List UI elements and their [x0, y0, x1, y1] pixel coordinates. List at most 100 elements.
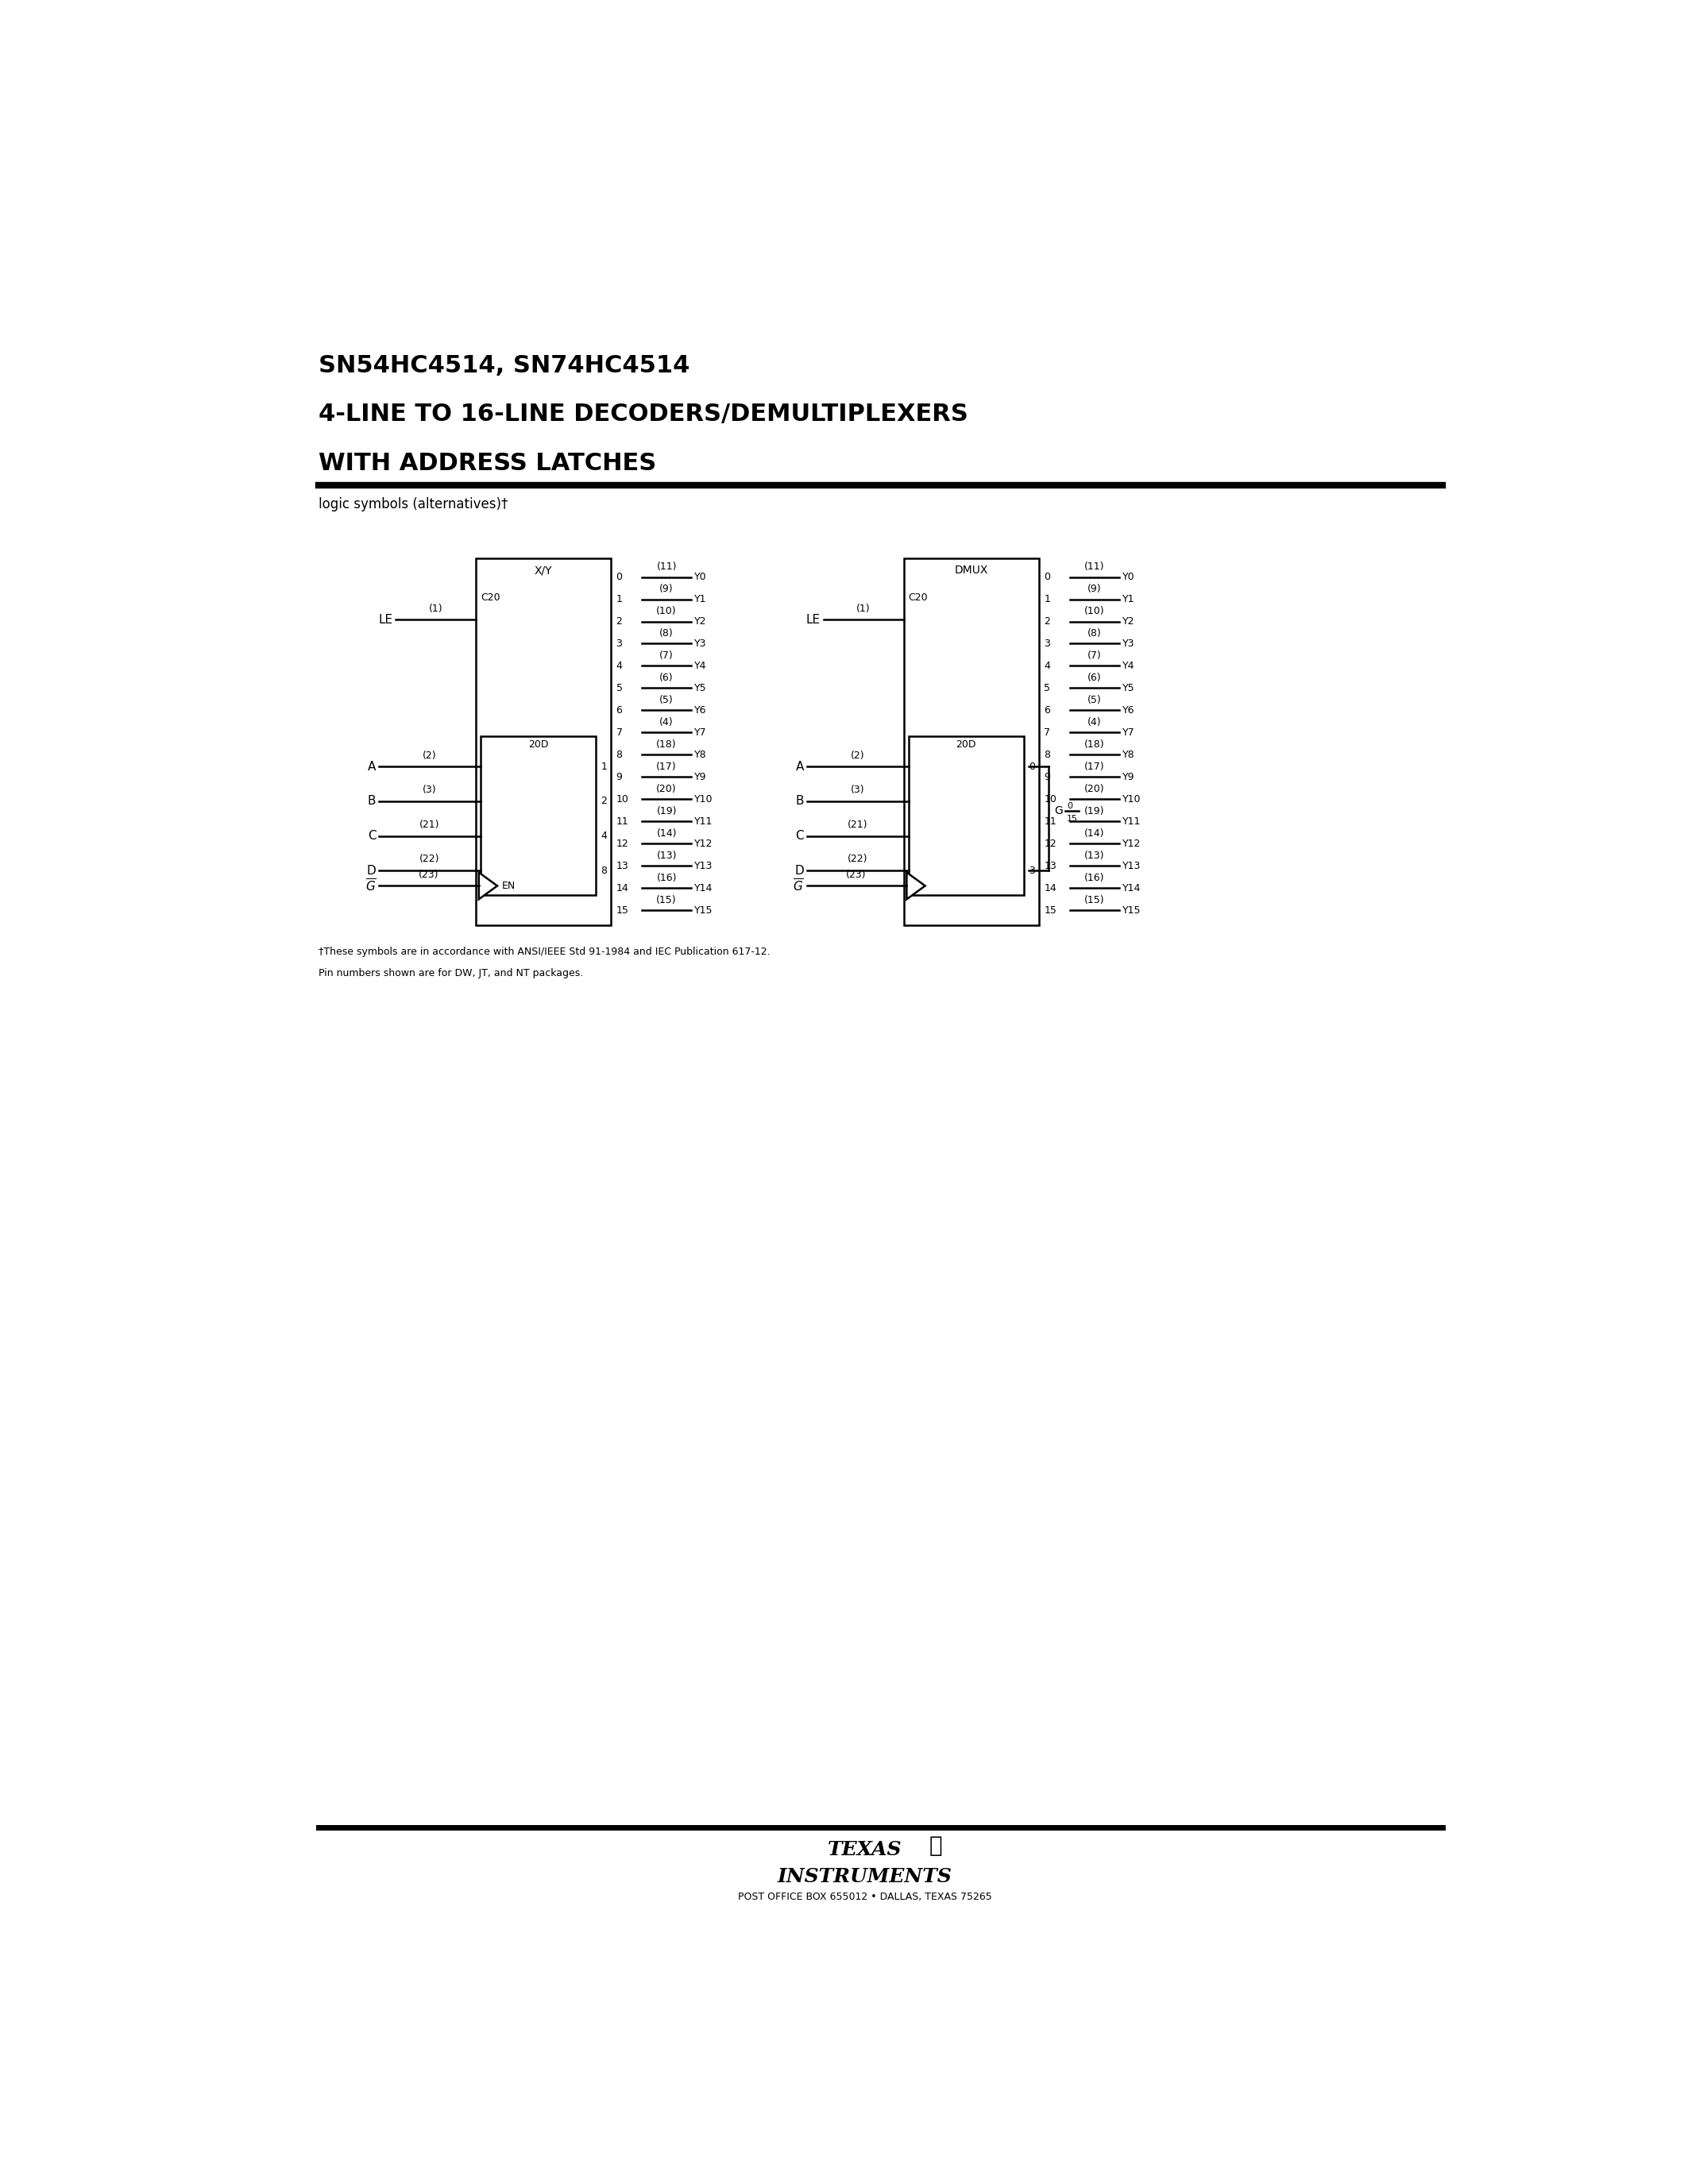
Text: Y8: Y8	[694, 749, 707, 760]
Text: 0: 0	[1043, 572, 1050, 583]
Text: Y1: Y1	[1123, 594, 1134, 605]
Text: 4: 4	[1043, 662, 1050, 670]
Text: 8: 8	[601, 865, 608, 876]
Text: Y11: Y11	[694, 817, 712, 826]
Text: $\overline{G}$: $\overline{G}$	[793, 878, 803, 893]
Text: 1: 1	[616, 594, 623, 605]
Text: Y12: Y12	[694, 839, 712, 850]
Text: DMUX: DMUX	[954, 566, 987, 577]
Text: (14): (14)	[1084, 828, 1104, 839]
Text: (16): (16)	[657, 874, 677, 882]
Text: 20D: 20D	[955, 738, 976, 749]
Text: (7): (7)	[1087, 651, 1102, 662]
Text: (21): (21)	[419, 819, 439, 830]
Text: $\overline{G}$: $\overline{G}$	[365, 878, 376, 893]
Text: (4): (4)	[1087, 716, 1101, 727]
Text: †These symbols are in accordance with ANSI/IEEE Std 91-1984 and IEC Publication : †These symbols are in accordance with AN…	[319, 948, 770, 957]
Text: (7): (7)	[660, 651, 674, 662]
Text: (3): (3)	[851, 784, 864, 795]
Text: (1): (1)	[856, 603, 871, 614]
Text: 8: 8	[616, 749, 623, 760]
Text: 10: 10	[616, 795, 628, 804]
Text: (17): (17)	[1084, 762, 1104, 773]
Text: 3: 3	[616, 638, 623, 649]
Text: 2: 2	[616, 616, 623, 627]
Text: (15): (15)	[1084, 895, 1104, 906]
Text: 7: 7	[1043, 727, 1050, 738]
Text: 11: 11	[616, 817, 628, 826]
Text: (19): (19)	[657, 806, 677, 817]
Text: (17): (17)	[657, 762, 677, 773]
Text: 4: 4	[601, 830, 608, 841]
Text: (13): (13)	[1084, 850, 1104, 860]
Text: 12: 12	[1043, 839, 1057, 850]
Text: (18): (18)	[657, 740, 677, 749]
Text: Y0: Y0	[1123, 572, 1134, 583]
Text: logic symbols (alternatives)†: logic symbols (alternatives)†	[319, 498, 508, 511]
Text: C: C	[795, 830, 803, 841]
Text: 8: 8	[1043, 749, 1050, 760]
Text: POST OFFICE BOX 655012 • DALLAS, TEXAS 75265: POST OFFICE BOX 655012 • DALLAS, TEXAS 7…	[738, 1891, 993, 1902]
Text: Y7: Y7	[1123, 727, 1134, 738]
Text: Y1: Y1	[694, 594, 707, 605]
Text: Y14: Y14	[694, 882, 712, 893]
Text: Pin numbers shown are for DW, JT, and NT packages.: Pin numbers shown are for DW, JT, and NT…	[319, 968, 584, 978]
Text: C20: C20	[481, 592, 500, 603]
Text: Y13: Y13	[694, 860, 712, 871]
Text: 7: 7	[616, 727, 623, 738]
Text: (11): (11)	[657, 561, 677, 572]
Text: Y12: Y12	[1123, 839, 1141, 850]
Text: EN: EN	[503, 880, 517, 891]
Bar	[908, 736, 1023, 895]
Text: 5: 5	[1043, 684, 1050, 692]
Text: SN54HC4514, SN74HC4514: SN54HC4514, SN74HC4514	[319, 354, 690, 378]
Text: (5): (5)	[660, 695, 674, 705]
Text: 6: 6	[616, 705, 623, 716]
Text: Y10: Y10	[1123, 795, 1141, 804]
Text: B: B	[368, 795, 376, 808]
Polygon shape	[906, 871, 925, 900]
Text: (10): (10)	[1084, 607, 1104, 616]
Text: 0: 0	[1067, 802, 1072, 810]
Text: Y4: Y4	[694, 662, 707, 670]
Text: 4: 4	[616, 662, 623, 670]
Text: Y4: Y4	[1123, 662, 1134, 670]
Text: 20D: 20D	[528, 738, 549, 749]
Text: Y3: Y3	[1123, 638, 1134, 649]
Text: (2): (2)	[422, 749, 437, 760]
Text: (22): (22)	[419, 854, 439, 865]
Text: C20: C20	[908, 592, 928, 603]
Text: D: D	[795, 865, 803, 876]
Text: 0: 0	[1028, 762, 1035, 771]
Text: (18): (18)	[1084, 740, 1104, 749]
Text: Y13: Y13	[1123, 860, 1141, 871]
Text: (15): (15)	[657, 895, 677, 906]
Text: Y9: Y9	[694, 771, 707, 782]
Text: (1): (1)	[429, 603, 442, 614]
Text: (23): (23)	[419, 869, 439, 880]
Text: A: A	[368, 760, 376, 773]
Text: 15: 15	[1067, 815, 1079, 823]
Text: (21): (21)	[847, 819, 868, 830]
Text: Y6: Y6	[694, 705, 707, 716]
Text: Y9: Y9	[1123, 771, 1134, 782]
Text: D: D	[366, 865, 376, 876]
Text: Y5: Y5	[694, 684, 707, 692]
Text: Y15: Y15	[1123, 904, 1141, 915]
Text: (14): (14)	[657, 828, 677, 839]
Text: 14: 14	[1043, 882, 1057, 893]
Polygon shape	[479, 871, 498, 900]
Text: Y3: Y3	[694, 638, 707, 649]
Text: 1: 1	[601, 762, 608, 771]
Text: (6): (6)	[1087, 673, 1101, 684]
Text: (10): (10)	[657, 607, 677, 616]
Text: (9): (9)	[1087, 583, 1101, 594]
Text: 13: 13	[1043, 860, 1057, 871]
Text: (5): (5)	[1087, 695, 1102, 705]
Text: 15: 15	[1043, 904, 1057, 915]
Text: Y15: Y15	[694, 904, 712, 915]
Text: Y11: Y11	[1123, 817, 1141, 826]
Text: Y8: Y8	[1123, 749, 1134, 760]
Text: 15: 15	[616, 904, 628, 915]
Text: (13): (13)	[657, 850, 677, 860]
